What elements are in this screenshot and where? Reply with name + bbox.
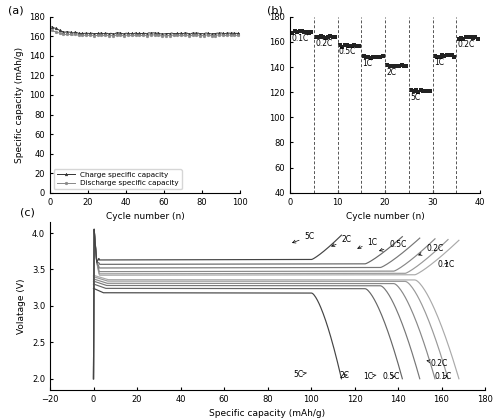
- Legend: Charge specific capacity, Discharge specific capacity: Charge specific capacity, Discharge spec…: [54, 169, 182, 189]
- Discharge specific capacity: [161, 33, 167, 38]
- Charge specific capacity: [49, 24, 55, 29]
- Line: Charge specific capacity: Charge specific capacity: [50, 25, 242, 35]
- Text: 0.5C: 0.5C: [380, 240, 406, 251]
- Text: (c): (c): [20, 207, 34, 217]
- Y-axis label: Specific capacity (mAh/g): Specific capacity (mAh/g): [14, 47, 24, 163]
- Text: 5C: 5C: [292, 232, 314, 243]
- Text: 0.2C: 0.2C: [315, 39, 332, 48]
- Text: 0.2C: 0.2C: [427, 359, 448, 367]
- Text: 2C: 2C: [340, 371, 349, 380]
- Text: (b): (b): [267, 5, 283, 15]
- Text: 0.1C: 0.1C: [292, 34, 308, 43]
- Charge specific capacity: [224, 31, 230, 36]
- Text: 2C: 2C: [386, 67, 396, 77]
- Text: 0.2C: 0.2C: [418, 244, 444, 255]
- Charge specific capacity: [188, 31, 194, 36]
- Discharge specific capacity: [92, 33, 98, 38]
- Discharge specific capacity: [85, 33, 91, 38]
- X-axis label: Specific capacity (mAh/g): Specific capacity (mAh/g): [210, 409, 326, 418]
- Y-axis label: Volatage (V): Volatage (V): [18, 278, 26, 334]
- Text: 1C: 1C: [434, 57, 444, 67]
- Text: 2C: 2C: [332, 235, 351, 246]
- Text: 0.1C: 0.1C: [437, 260, 454, 269]
- Text: 0.1C: 0.1C: [435, 372, 452, 381]
- X-axis label: Cycle number (n): Cycle number (n): [106, 212, 184, 221]
- Charge specific capacity: [92, 31, 98, 36]
- Discharge specific capacity: [230, 33, 235, 38]
- Discharge specific capacity: [188, 34, 194, 39]
- Charge specific capacity: [161, 31, 167, 36]
- Charge specific capacity: [85, 31, 91, 36]
- Text: 0.5C: 0.5C: [383, 372, 400, 381]
- Text: 0.2C: 0.2C: [458, 40, 475, 49]
- Line: Discharge specific capacity: Discharge specific capacity: [50, 29, 242, 37]
- Charge specific capacity: [146, 30, 152, 35]
- Text: 0.5C: 0.5C: [339, 47, 356, 57]
- Text: 1C: 1C: [362, 59, 372, 68]
- Discharge specific capacity: [146, 32, 152, 37]
- Charge specific capacity: [237, 31, 243, 36]
- Text: 1C: 1C: [358, 238, 378, 248]
- Discharge specific capacity: [224, 33, 230, 38]
- Text: 5C: 5C: [294, 370, 306, 378]
- Charge specific capacity: [230, 31, 235, 36]
- Text: (a): (a): [8, 5, 24, 15]
- X-axis label: Cycle number (n): Cycle number (n): [346, 212, 424, 221]
- Discharge specific capacity: [237, 34, 243, 39]
- Text: 1C: 1C: [363, 372, 376, 381]
- Discharge specific capacity: [49, 28, 55, 33]
- Text: 5C: 5C: [410, 93, 420, 102]
